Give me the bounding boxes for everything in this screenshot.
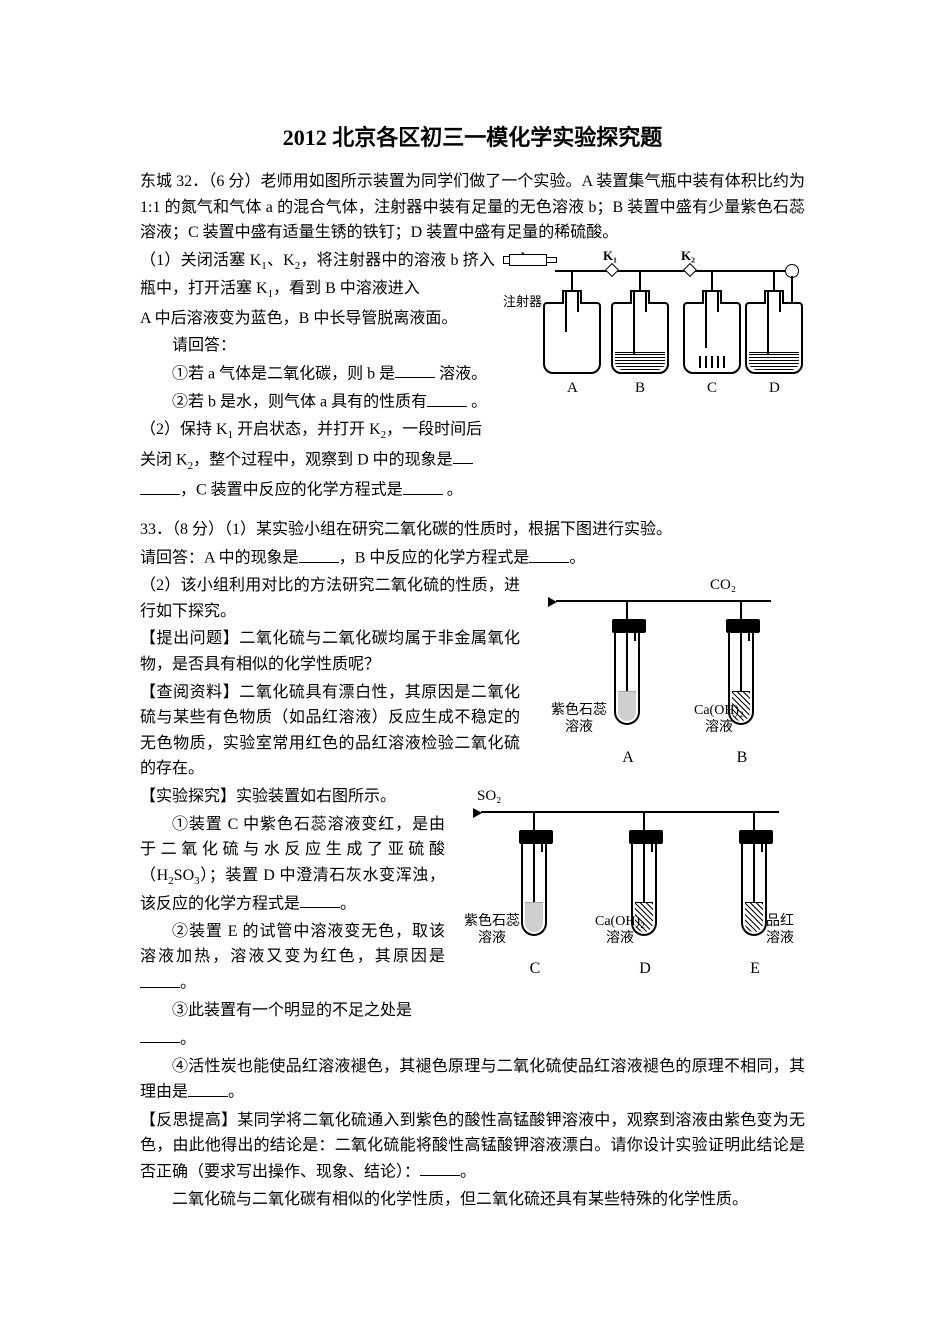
paragraph: ④活性炭也能使品红溶液褪色，其褪色原理与二氧化硫使品红溶液褪色的原理不相同，其理… — [140, 1054, 805, 1106]
paragraph: A 中后溶液变为蓝色，B 中长导管脱离液面。 — [140, 306, 495, 332]
paragraph: 关闭 K2，整个过程中，观察到 D 中的现象是 — [140, 447, 495, 475]
blank — [420, 1159, 460, 1177]
text: SO — [174, 867, 194, 884]
text: 请回答：A 中的现象是 — [140, 550, 299, 567]
tube-label: 紫色石蕊 溶液 — [544, 703, 614, 737]
tube-label: 紫色石蕊 溶液 — [457, 914, 527, 948]
tube-label: 品红 溶液 — [755, 914, 805, 948]
figure-co2-tubes: CO₂ 紫色石蕊 溶液 Ca(OH)₂ 溶液 A B — [530, 573, 805, 783]
paragraph: 【提出问题】二氧化硫与二氧化碳均属于非金属氧化物，是否具有相似的化学性质呢？ — [140, 626, 520, 677]
paragraph: ①装置 C 中紫色石蕊溶液变红，是由于二氧化硫与水反应生成了亚硫酸（H2SO3）… — [140, 812, 445, 917]
tube-letter: D — [635, 956, 655, 982]
paragraph: 请回答：A 中的现象是 ，B 中反应的化学方程式是 。 — [140, 545, 805, 571]
text: ，C 装置中反应的化学方程式是 — [180, 482, 403, 499]
blank — [300, 891, 340, 909]
text: ①若 a 气体是二氧化碳，则 b 是 — [172, 365, 395, 382]
tube-label: Ca(OH)₂ 溶液 — [684, 703, 754, 737]
syringe-label: 注射器 — [503, 292, 542, 313]
text: 关闭 K — [140, 451, 188, 468]
text: 溶液。 — [439, 365, 487, 382]
figure-so2-tubes: SO₂ 紫色石蕊 溶液 Ca(OH)₂ 溶液 品红 溶液 — [455, 784, 805, 999]
text: 。 — [447, 482, 463, 499]
page-title: 2012 北京各区初三一模化学实验探究题 — [140, 120, 805, 155]
text: ②若 b 是水，则气体 a 具有的性质有 — [172, 394, 427, 411]
paragraph: ②若 b 是水，则气体 a 具有的性质有 。 — [140, 389, 495, 415]
valve-label: K₂ — [681, 246, 695, 267]
bottle-label: C — [707, 376, 717, 400]
blank — [140, 477, 180, 495]
text: ，整个过程中，观察到 D 中的现象是 — [193, 451, 453, 468]
text: ，B 中反应的化学方程式是 — [339, 550, 530, 567]
figure-apparatus: K₁ K₂ b 注射器 — [505, 248, 805, 398]
tube-letter: E — [745, 956, 765, 982]
text: 开启状态，并打开 K — [233, 421, 381, 438]
text: 。 — [228, 1084, 244, 1101]
tube-letter: B — [732, 745, 752, 771]
text: 。 — [180, 1030, 196, 1047]
text: ，一段时间后 — [386, 421, 482, 438]
paragraph: 【查阅资料】二氧化硫具有漂白性，其原因是二氧化硫与某些有色物质（如品红溶液）反应… — [140, 680, 520, 782]
paragraph: 东城 32．（6 分）老师用如图所示装置为同学们做了一个实验。A 装置集气瓶中装… — [140, 169, 805, 246]
blank — [395, 361, 435, 379]
text: ，看到 B 中溶液进入 — [273, 280, 420, 297]
text: 、K — [267, 252, 295, 269]
paragraph: 二氧化硫与二氧化碳有相似的化学性质，但二氧化硫还具有某些特殊的化学性质。 — [140, 1187, 805, 1213]
paragraph: （2）保持 K1 开启状态，并打开 K2，一段时间后 — [140, 417, 495, 445]
tube-letter: C — [525, 956, 545, 982]
blank — [188, 1079, 228, 1097]
paragraph: 33．（8 分）（1）某实验小组在研究二氧化碳的性质时，根据下图进行实验。 — [140, 517, 805, 543]
bottle-label: B — [635, 376, 645, 400]
bottle-label: A — [567, 376, 578, 400]
valve-label: K₁ — [603, 246, 617, 267]
blank — [140, 970, 180, 988]
text: 。 — [340, 895, 356, 912]
tube-letter: A — [618, 745, 638, 771]
paragraph: ②装置 E 的试管中溶液变无色，取该溶液加热，溶液又变为红色，其原因是。 — [140, 919, 445, 996]
paragraph: （2）该小组利用对比的方法研究二氧化硫的性质，进行如下探究。 — [140, 573, 520, 624]
text: ③此装置有一个明显的不足之处是 — [172, 1002, 412, 1019]
blank — [299, 545, 339, 563]
text: 。 — [180, 975, 196, 992]
paragraph: 【实验探究】实验装置如右图所示。 — [140, 784, 445, 810]
gas-label: SO₂ — [477, 784, 501, 808]
paragraph: 请回答： — [140, 333, 495, 359]
gas-label: CO₂ — [710, 573, 736, 597]
blank — [427, 389, 467, 407]
blank — [403, 477, 443, 495]
tube-label: Ca(OH)₂ 溶液 — [585, 914, 655, 948]
bottle-label: D — [769, 376, 780, 400]
blank — [453, 447, 473, 465]
paragraph: ①若 a 气体是二氧化碳，则 b 是 溶液。 — [140, 361, 495, 387]
text: 。 — [471, 394, 487, 411]
text: 。 — [460, 1163, 476, 1180]
text: 。 — [569, 550, 585, 567]
paragraph: （1）关闭活塞 K1、K2，将注射器中的溶液 b 挤入瓶中，打开活塞 K1，看到… — [140, 248, 495, 304]
text: ②装置 E 的试管中溶液变无色，取该溶液加热，溶液又变为红色，其原因是 — [140, 923, 445, 966]
paragraph: 。 — [140, 1026, 805, 1052]
text: （1）关闭活塞 K — [140, 252, 261, 269]
blank — [529, 545, 569, 563]
text: （2）保持 K — [140, 421, 228, 438]
paragraph: ，C 装置中反应的化学方程式是 。 — [140, 477, 495, 503]
paragraph: 【反思提高】某同学将二氧化硫通入到紫色的酸性高锰酸钾溶液中，观察到溶液由紫色变为… — [140, 1108, 805, 1185]
paragraph: ③此装置有一个明显的不足之处是 — [140, 998, 445, 1024]
blank — [140, 1026, 180, 1044]
